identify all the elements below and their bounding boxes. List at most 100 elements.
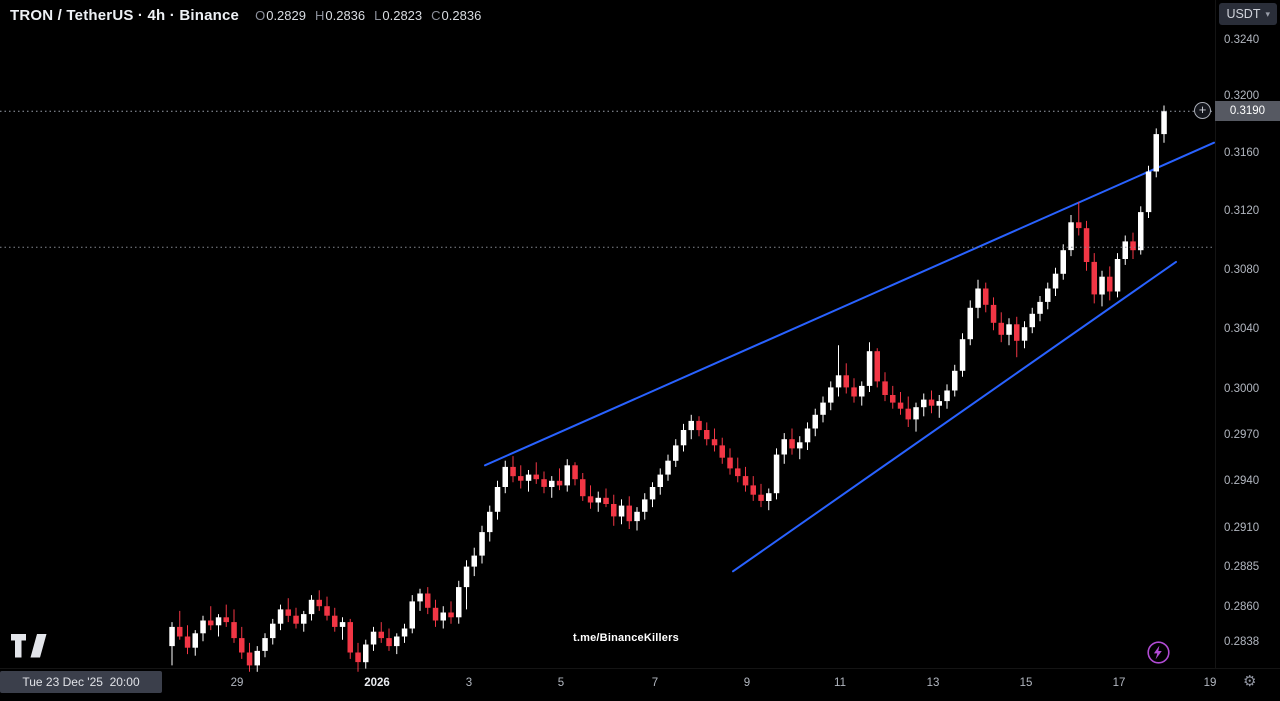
candle	[184, 625, 191, 655]
candle	[859, 381, 865, 406]
time-axis-label: 19	[1203, 677, 1217, 689]
boost-lightning-icon[interactable]	[1146, 640, 1171, 665]
candle	[719, 437, 725, 464]
symbol-title[interactable]: TRON / TetherUS · 4h · Binance	[10, 7, 240, 24]
candle	[293, 607, 299, 629]
tradingview-logo[interactable]	[10, 631, 48, 663]
candle	[611, 494, 617, 526]
candle	[533, 462, 539, 484]
price-axis-label: 0.3000	[1224, 383, 1260, 395]
high-readout: H 0.2836	[315, 8, 365, 23]
candle	[820, 396, 826, 423]
candle	[556, 468, 563, 491]
candle	[246, 642, 253, 672]
candle	[773, 448, 780, 500]
candle	[285, 598, 291, 623]
candle	[262, 633, 268, 658]
candle	[339, 617, 346, 640]
ohlc-readout: O 0.2829 H 0.2836 L 0.2823 C 0.2836	[255, 8, 481, 23]
open-readout: O 0.2829	[255, 8, 306, 23]
low-readout: L 0.2823	[374, 8, 422, 23]
price-axis-label: 0.3080	[1224, 264, 1260, 276]
candle	[270, 618, 276, 645]
candle	[882, 372, 888, 402]
price-axis-label: 0.3120	[1224, 205, 1260, 217]
candle	[409, 595, 415, 634]
candle	[905, 396, 911, 427]
candle	[440, 606, 446, 629]
low-value: 0.2823	[382, 8, 423, 23]
open-value: 0.2829	[266, 8, 306, 23]
candle	[680, 423, 687, 452]
price-axis-label: 0.3200	[1224, 90, 1260, 102]
candle	[316, 590, 322, 611]
candle	[634, 507, 640, 531]
candle	[750, 476, 756, 501]
price-axis-label: 0.2970	[1224, 429, 1260, 441]
candle	[657, 468, 663, 495]
add-alert-plus-icon[interactable]: +	[1194, 102, 1211, 119]
candle	[804, 422, 811, 450]
candle	[874, 348, 880, 388]
candle	[990, 297, 997, 331]
candle	[897, 392, 904, 415]
candle	[1107, 266, 1113, 301]
candle	[580, 473, 586, 501]
candle	[192, 630, 198, 656]
candle	[1060, 244, 1066, 280]
time-axis-label: 5	[557, 677, 565, 689]
candle	[890, 385, 896, 409]
candle	[1014, 316, 1020, 358]
channel-upper-trendline[interactable]	[484, 141, 1215, 467]
low-label: L	[374, 8, 382, 23]
candle	[797, 436, 803, 460]
price-axis[interactable]: 0.3240 0.3200 0.3160 0.3120 0.3080 0.3040 0.30…	[1215, 0, 1280, 668]
currency-label: USDT	[1226, 7, 1261, 21]
candle	[1130, 232, 1136, 259]
candle	[301, 610, 307, 632]
close-value: 0.2836	[441, 8, 482, 23]
candle	[1099, 270, 1105, 307]
candle	[308, 595, 315, 621]
channel-lower-trendline[interactable]	[732, 260, 1177, 573]
candle	[177, 610, 183, 640]
candle	[1083, 220, 1090, 271]
candle	[1052, 267, 1059, 296]
time-axis-label: 29	[230, 677, 244, 689]
candle	[649, 482, 656, 508]
candle	[1006, 318, 1012, 346]
price-axis-label: 0.2910	[1224, 522, 1260, 534]
candle	[394, 633, 400, 655]
candle	[983, 282, 989, 313]
time-axis[interactable]: Tue 23 Dec '25 20:00 29 2026 3 5 7 9 11 13 15 17 1…	[0, 668, 1280, 701]
candle	[239, 626, 245, 659]
candle	[626, 496, 632, 529]
chevron-down-icon: ▾	[1265, 8, 1270, 19]
candle	[169, 622, 175, 666]
candle	[425, 587, 431, 615]
candle	[448, 601, 454, 624]
candle	[1021, 321, 1028, 349]
candle	[463, 560, 470, 610]
candle	[208, 606, 214, 631]
candlestick-series	[169, 105, 1167, 672]
candle	[215, 614, 222, 637]
candle	[1122, 235, 1128, 265]
gear-icon[interactable]: ⚙	[1243, 673, 1257, 690]
currency-dropdown[interactable]: USDT ▾	[1219, 3, 1277, 25]
candle	[618, 499, 625, 525]
candle	[1114, 253, 1121, 298]
candle	[200, 615, 206, 642]
candle	[541, 471, 547, 494]
candle	[525, 470, 532, 492]
candle	[401, 623, 408, 643]
chart-header: TRON / TetherUS · 4h · Binance O 0.2829 H…	[10, 7, 481, 24]
candle	[370, 626, 377, 651]
candle	[603, 488, 609, 508]
candle	[518, 465, 524, 489]
candle	[1068, 215, 1074, 257]
candle	[1161, 105, 1167, 143]
candle	[572, 462, 578, 486]
